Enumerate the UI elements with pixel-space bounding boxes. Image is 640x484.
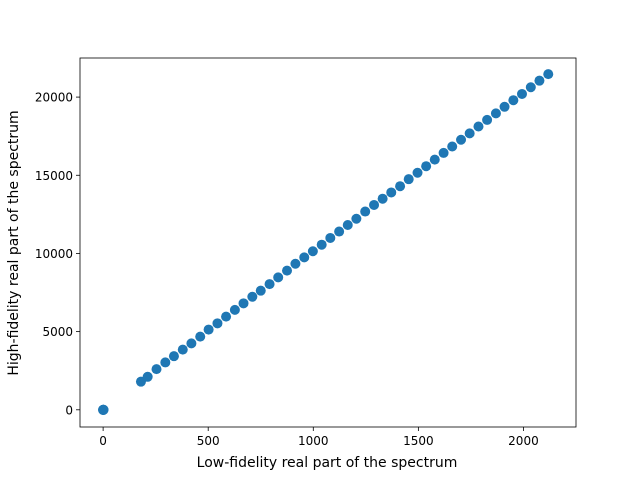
data-point xyxy=(403,174,414,185)
data-point xyxy=(168,351,179,362)
data-point xyxy=(395,181,406,192)
data-point xyxy=(534,75,545,86)
data-point xyxy=(264,279,275,290)
x-tick-label: 1500 xyxy=(403,434,434,448)
y-tick-label: 5000 xyxy=(42,325,73,339)
data-point xyxy=(160,357,171,368)
y-axis-label: High-fidelity real part of the spectrum xyxy=(6,110,22,375)
y-tick-label: 15000 xyxy=(35,169,73,183)
data-point xyxy=(369,199,380,210)
y-tick-label: 10000 xyxy=(35,247,73,261)
data-point xyxy=(186,338,197,349)
data-point xyxy=(247,291,258,302)
data-point xyxy=(221,311,232,322)
data-point xyxy=(508,95,519,106)
data-point xyxy=(464,128,475,139)
x-axis-label: Low-fidelity real part of the spectrum xyxy=(197,455,458,471)
data-point xyxy=(212,318,223,329)
data-point xyxy=(98,404,109,415)
data-point xyxy=(255,285,266,296)
data-point xyxy=(412,167,423,178)
data-point xyxy=(151,364,162,375)
x-tick-label: 2000 xyxy=(508,434,539,448)
data-point xyxy=(377,193,388,204)
data-point xyxy=(351,213,362,224)
data-point xyxy=(177,344,188,355)
data-point xyxy=(195,331,206,342)
data-point xyxy=(490,108,501,119)
data-points-layer xyxy=(98,69,554,415)
x-axis-ticks: 0 500 1000 1500 2000 xyxy=(99,427,539,448)
data-point xyxy=(142,371,153,382)
data-point xyxy=(386,187,397,198)
data-point xyxy=(273,272,284,283)
y-tick-label: 20000 xyxy=(35,91,73,105)
data-point xyxy=(203,324,214,335)
data-point xyxy=(229,304,240,315)
plot-area-frame xyxy=(79,57,577,428)
x-tick-label: 0 xyxy=(99,434,107,448)
data-point xyxy=(429,154,440,165)
data-point xyxy=(360,206,371,217)
data-point xyxy=(421,161,432,172)
x-tick-label: 1000 xyxy=(298,434,329,448)
data-point xyxy=(316,239,327,250)
y-tick-label: 0 xyxy=(65,403,73,417)
data-point xyxy=(238,298,249,309)
data-point xyxy=(307,246,318,257)
data-point xyxy=(342,219,353,230)
data-point xyxy=(525,82,536,93)
y-axis-ticks: 0 5000 10000 15000 20000 xyxy=(35,91,80,417)
data-point xyxy=(482,114,493,125)
data-point xyxy=(447,141,458,152)
data-point xyxy=(516,88,527,99)
data-point xyxy=(299,252,310,263)
x-tick-label: 500 xyxy=(197,434,220,448)
data-point xyxy=(290,258,301,269)
data-point xyxy=(473,121,484,132)
data-point xyxy=(282,265,293,276)
data-point xyxy=(456,134,467,145)
data-point xyxy=(334,226,345,237)
data-point xyxy=(438,147,449,158)
data-point xyxy=(499,101,510,112)
data-point xyxy=(325,232,336,243)
data-point xyxy=(543,69,554,80)
